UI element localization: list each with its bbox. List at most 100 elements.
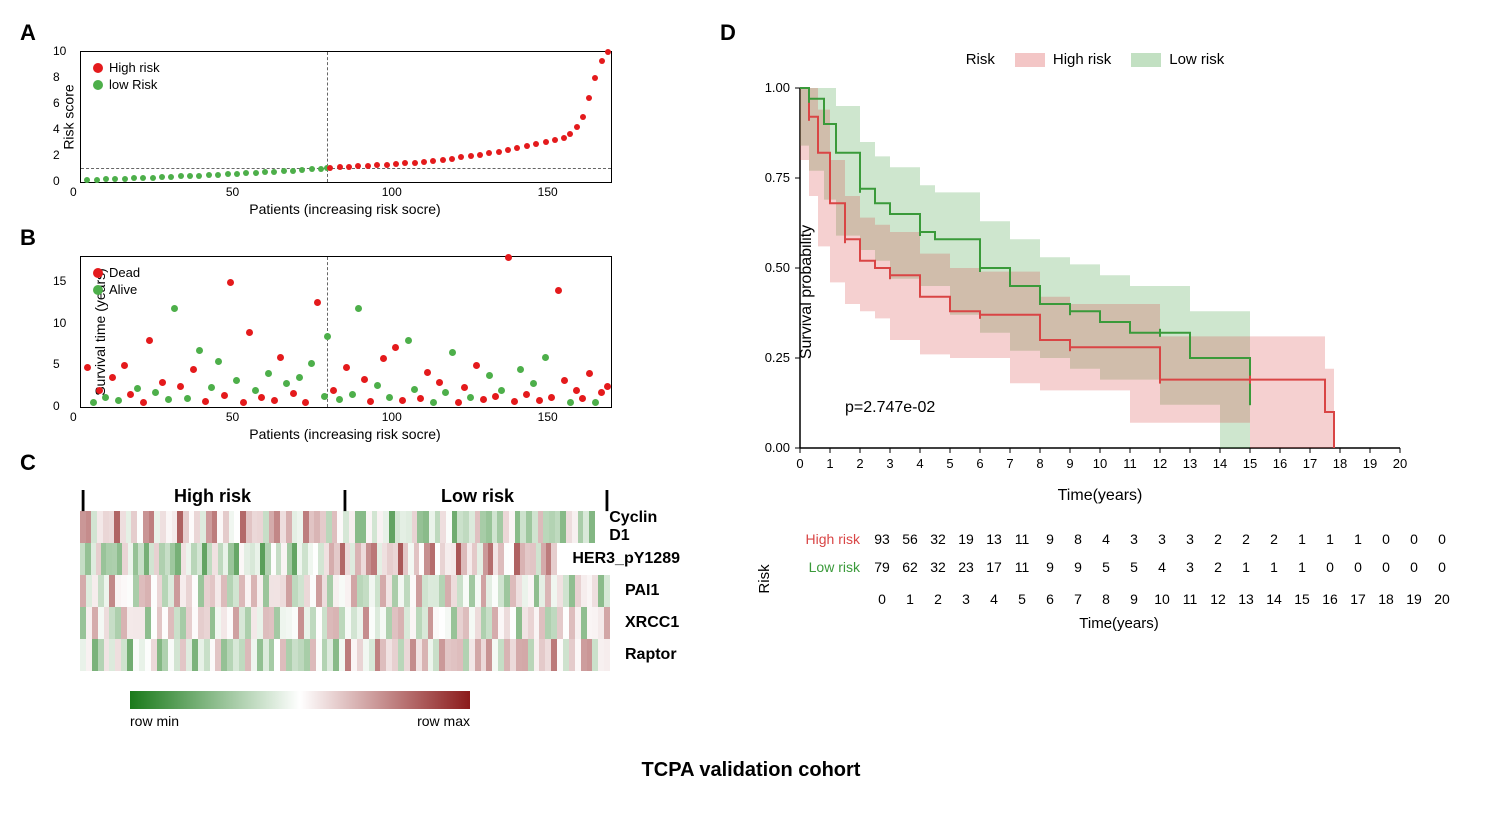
panel-c-label: C [20,450,680,476]
svg-text:p=2.747e-02: p=2.747e-02 [845,399,935,416]
data-point [121,362,128,369]
svg-text:3: 3 [886,456,893,471]
svg-text:16: 16 [1273,456,1287,471]
svg-text:13: 13 [1183,456,1197,471]
km-xlabel: Time(years) [790,487,1410,505]
high-risk-header: High risk [80,486,345,507]
data-point [555,287,562,294]
heatmap-row: XRCC1 [80,607,680,639]
svg-text:9: 9 [1066,456,1073,471]
data-point [533,141,539,147]
data-point [599,58,605,64]
data-point [573,387,580,394]
data-point [367,398,374,405]
data-point [150,175,156,181]
gene-label: HER3_pY1289 [572,550,680,568]
gene-label: XRCC1 [625,614,679,632]
data-point [486,150,492,156]
data-point [524,143,530,149]
data-point [421,159,427,165]
data-point [299,167,305,173]
svg-text:12: 12 [1153,456,1167,471]
data-point [449,349,456,356]
panel-a-ylabel: Risk score [61,84,77,149]
svg-text:11: 11 [1123,456,1137,471]
data-point [405,337,412,344]
data-point [308,360,315,367]
data-point [202,398,209,405]
data-point [177,383,184,390]
data-point [461,384,468,391]
data-point [492,393,499,400]
svg-text:20: 20 [1393,456,1407,471]
svg-text:1: 1 [826,456,833,471]
data-point [246,329,253,336]
data-point [561,135,567,141]
data-point [134,385,141,392]
data-point [605,49,611,55]
data-point [455,399,462,406]
data-point [159,174,165,180]
low-risk-header: Low risk [345,486,610,507]
svg-text:0.75: 0.75 [765,170,790,185]
data-point [233,377,240,384]
data-point [96,387,103,394]
data-point [486,372,493,379]
data-point [436,379,443,386]
data-point [227,279,234,286]
data-point [103,176,109,182]
data-point [552,137,558,143]
data-point [168,174,174,180]
data-point [498,387,505,394]
right-column: D Risk High risk Low risk 01234567891011… [720,20,1470,729]
data-point [321,393,328,400]
km-high-label: High risk [1053,51,1111,68]
alive-dot [93,285,103,295]
km-low-label: Low risk [1169,51,1224,68]
risk-table: Risk High risk93563219131198433322211100… [790,525,1470,632]
data-point [586,370,593,377]
data-point [112,176,118,182]
risk-table-xticks: 01234567891011121314151617181920 [790,585,1470,613]
data-point [477,152,483,158]
data-point [171,305,178,312]
data-point [234,171,240,177]
data-point [604,383,611,390]
data-point [449,156,455,162]
data-point [277,354,284,361]
data-point [290,168,296,174]
data-point [536,397,543,404]
data-point [196,347,203,354]
svg-text:0.50: 0.50 [765,260,790,275]
data-point [517,366,524,373]
data-point [271,169,277,175]
low-risk-swatch [1131,53,1161,67]
heatmap-header: | High risk | Low risk | [80,486,610,507]
km-ylabel: Survival probability [798,224,816,358]
panel-a-xlabel: Patients (increasing risk socre) [80,201,610,217]
data-point [109,374,116,381]
panel-b-chart: Survival time (years) Dead Alive 051015 [80,256,612,408]
data-point [384,162,390,168]
alive-label: Alive [109,282,137,297]
data-point [262,169,268,175]
data-point [380,355,387,362]
data-point [402,160,408,166]
data-point [548,394,555,401]
data-point [221,392,228,399]
data-point [574,124,580,130]
data-point [243,170,249,176]
data-point [505,147,511,153]
data-point [309,166,315,172]
data-point [140,175,146,181]
data-point [592,75,598,81]
km-chart: 012345678910111213141516171819200.000.25… [790,78,1410,458]
data-point [252,387,259,394]
panel-a-legend: High risk low Risk [93,60,160,94]
data-point [467,394,474,401]
data-point [424,369,431,376]
data-point [598,389,605,396]
data-point [281,168,287,174]
data-point [543,139,549,145]
data-point [349,391,356,398]
